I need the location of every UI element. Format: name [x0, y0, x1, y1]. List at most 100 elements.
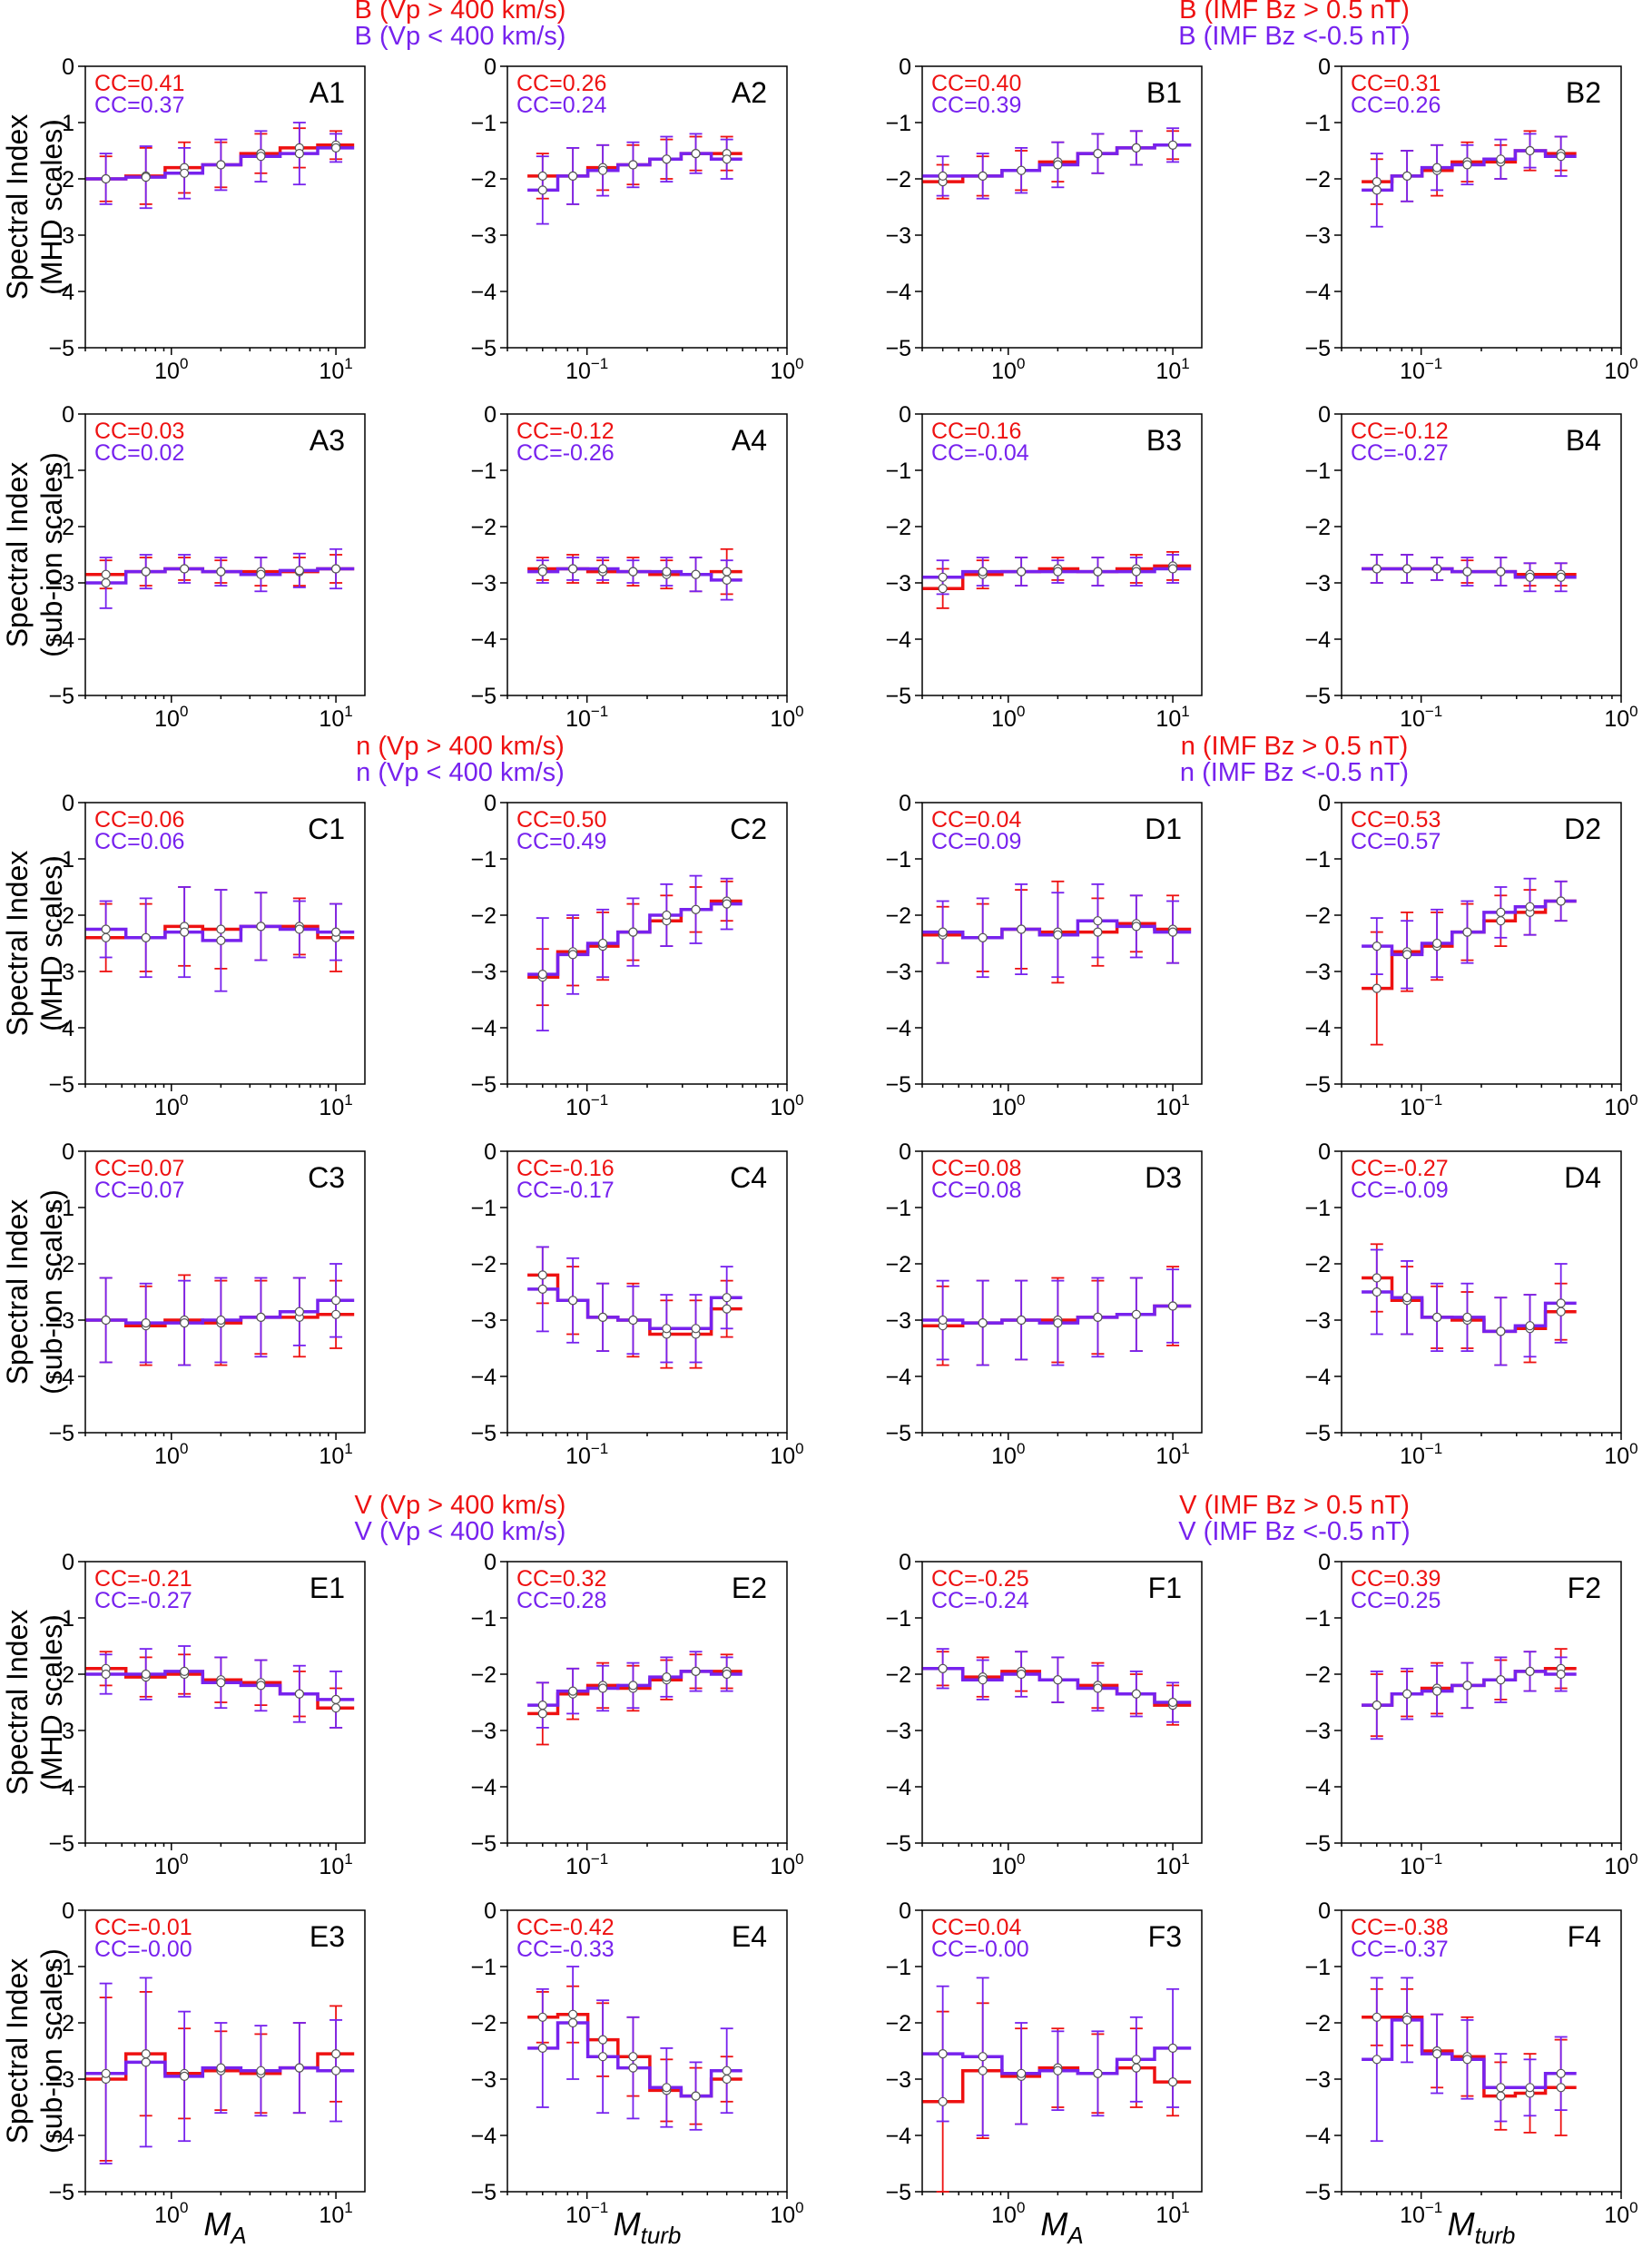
- series-purple-point: [180, 1317, 190, 1328]
- x-tick-label: 100: [154, 355, 188, 384]
- y-tick-label: −5: [885, 336, 911, 361]
- series-red-point: [598, 2035, 608, 2045]
- x-tick-label: 100: [154, 1091, 188, 1120]
- cc-label-purple: CC=0.49: [516, 829, 606, 854]
- cc-label-purple: CC=-0.04: [931, 440, 1029, 466]
- x-tick-label-base: 10: [154, 2203, 180, 2228]
- series-purple-point: [1432, 564, 1442, 574]
- series-purple-point: [180, 1666, 190, 1677]
- x-tick-label-base: 10: [1400, 359, 1425, 384]
- x-tick-label-base: 10: [319, 706, 344, 732]
- series-purple-point: [330, 2066, 341, 2075]
- x-tick-label: 100: [770, 2199, 803, 2228]
- series-purple-point: [256, 922, 266, 932]
- series-purple-point: [978, 1675, 988, 1685]
- series-purple-point: [1462, 927, 1472, 937]
- x-tick-label-exp: −1: [1425, 1091, 1442, 1109]
- x-tick-label: 100: [1604, 1091, 1637, 1120]
- y-axis-sublabel-row-5: (MHD scales): [35, 1614, 68, 1790]
- series-purple-point: [256, 152, 266, 162]
- x-tick-label-base: 10: [319, 2203, 344, 2228]
- y-tick-label: −5: [48, 684, 74, 709]
- cc-label-red: CC=-0.12: [516, 419, 615, 444]
- y-tick-label: 0: [1318, 1898, 1331, 1924]
- series-red-point: [537, 1709, 547, 1719]
- series-purple-point: [256, 2066, 266, 2075]
- x-tick-label-base: 10: [770, 359, 795, 384]
- x-tick-label: 10−1: [565, 1440, 608, 1469]
- x-tick-label-base: 10: [770, 1444, 795, 1469]
- series-purple-point: [722, 2066, 732, 2075]
- group-title-B-red: B (IMF Bz > 0.5 nT): [1179, 0, 1410, 25]
- panel-id-label: B3: [1146, 424, 1182, 457]
- series-red-point: [101, 569, 111, 579]
- x-tick-label-exp: −1: [1425, 1440, 1442, 1457]
- series-purple-point: [216, 160, 226, 170]
- x-tick-label-exp: 1: [344, 703, 352, 720]
- cc-label-purple: CC=-0.17: [516, 1178, 615, 1203]
- y-axis-sublabel-row-6: (sub-ion scales): [35, 1948, 68, 2154]
- series-purple-point: [1017, 567, 1027, 577]
- cc-label-red: CC=0.07: [94, 1156, 184, 1181]
- panel-id-label: D2: [1564, 813, 1601, 845]
- x-tick-label: 10−1: [565, 1850, 608, 1879]
- y-tick-label: 0: [899, 791, 911, 816]
- series-red-point: [101, 932, 111, 942]
- panel-id-label: A1: [310, 76, 345, 109]
- series-purple-point: [598, 165, 608, 175]
- series-purple-step-line: [922, 143, 1192, 178]
- series-purple-point: [180, 564, 190, 574]
- series-red-point: [330, 1703, 341, 1713]
- y-tick-label: −3: [1304, 571, 1331, 597]
- x-tick-label-exp: −1: [1425, 1850, 1442, 1868]
- series-purple-point: [101, 577, 111, 588]
- x-tick-label: 100: [770, 1440, 803, 1469]
- x-tick-label-exp: −1: [1425, 703, 1442, 720]
- y-tick-label: 0: [62, 1139, 74, 1165]
- y-tick-label: 0: [1318, 1550, 1331, 1575]
- series-purple-step-line: [85, 1298, 355, 1325]
- x-tick-label-base: 10: [1400, 1444, 1425, 1469]
- y-tick-label: 0: [1318, 791, 1331, 816]
- panel-frame: [84, 802, 366, 1085]
- series-purple-point: [568, 564, 578, 574]
- cc-label-red: CC=0.06: [94, 807, 184, 833]
- y-tick-label: −2: [470, 903, 497, 929]
- series-purple-point: [330, 1694, 341, 1705]
- cc-label-red: CC=0.32: [516, 1566, 606, 1592]
- y-tick-label: −2: [48, 903, 74, 929]
- series-purple-point: [537, 1284, 547, 1295]
- x-tick-label: 10−1: [565, 703, 608, 732]
- y-axis-sublabel-row-4: (sub-ion scales): [35, 1189, 68, 1395]
- x-tick-label-exp: 1: [344, 1440, 352, 1457]
- y-tick-label: −2: [470, 167, 497, 192]
- series-purple-point: [141, 173, 151, 182]
- series-purple-point: [1462, 2055, 1472, 2065]
- group-title-C-purple: n (Vp < 400 km/s): [356, 758, 565, 787]
- y-tick-label: −1: [48, 847, 74, 873]
- series-purple-point: [628, 1315, 638, 1326]
- y-tick-label: −1: [885, 1955, 911, 1980]
- x-tick-label-base: 10: [319, 359, 344, 384]
- y-tick-label: −3: [1304, 1308, 1331, 1334]
- y-tick-label: −4: [885, 1775, 911, 1800]
- y-tick-label: 0: [484, 1550, 497, 1575]
- y-tick-label: 0: [899, 1550, 911, 1575]
- cc-label-purple: CC=0.02: [94, 440, 184, 466]
- series-purple-point: [1525, 1666, 1535, 1677]
- y-tick-label: −5: [1304, 684, 1331, 709]
- x-tick-label-exp: 0: [795, 2199, 803, 2216]
- y-tick-label: −5: [48, 1831, 74, 1857]
- series-purple-point: [1053, 2066, 1063, 2075]
- series-purple-point: [256, 1681, 266, 1691]
- panel-frame: [1341, 413, 1622, 696]
- panel-id-label: F1: [1148, 1572, 1182, 1604]
- y-tick-label: −2: [48, 167, 74, 192]
- panel-frame: [506, 65, 788, 349]
- y-tick-label: −4: [1304, 2124, 1331, 2149]
- x-tick-label-base: 10: [770, 706, 795, 732]
- x-tick-label-exp: −1: [591, 355, 608, 372]
